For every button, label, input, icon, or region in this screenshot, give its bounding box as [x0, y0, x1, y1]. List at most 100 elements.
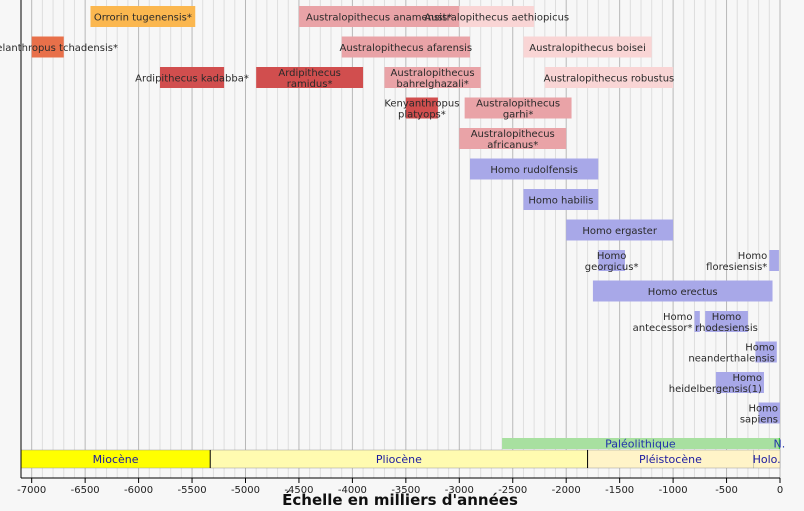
x-tick-label: -6500 — [71, 485, 100, 496]
species-bar-group: Homo habilis — [523, 189, 599, 210]
epoch-label: Pliocène — [376, 453, 422, 466]
species-label-line: Homo — [749, 404, 779, 415]
species-label: Australopithecus africanus* — [471, 129, 555, 151]
species-label-line: bahrelghazali* — [396, 79, 468, 90]
species-bar-group: Homo rudolfensis — [469, 158, 599, 180]
species-label: Homo antecessor* — [633, 312, 693, 334]
x-tick-label: -2500 — [498, 485, 527, 496]
species-bar — [523, 36, 652, 58]
species-bar-group: Orrorin tugenensis* — [90, 6, 196, 27]
species-label: Australopithecus robustus — [544, 74, 675, 85]
x-axis-layer: -7000 -6500 -6000 -5500 -5000 -4500 -4000 -3500… — [17, 0, 783, 496]
species-label: Ardipithecus kadabba* — [135, 74, 249, 85]
species-label-line: neanderthalensis — [688, 354, 774, 365]
x-tick-label: -2000 — [552, 485, 581, 496]
species-bar-group: Homo heidelbergensis(1) — [669, 372, 764, 395]
species-label-line: Australopithecus — [476, 99, 560, 110]
species-label: Homo erectus — [648, 287, 718, 298]
species-label-line: antecessor* — [633, 323, 693, 334]
species-label: Kenyanthropus platyops* — [384, 99, 459, 121]
species-label-line: Homo — [712, 312, 742, 323]
archaeology-label: N. — [773, 438, 785, 451]
species-label: Homo rudolfensis — [490, 165, 578, 176]
species-label-line: Homo — [745, 343, 775, 354]
epoch-label: Holo. — [753, 453, 781, 466]
species-label-line: Homo — [663, 312, 693, 323]
x-axis-title: Échelle en milliers d'années — [282, 490, 518, 509]
species-bar-group: Australopithecus aethiopicus — [424, 6, 569, 27]
species-label-line: Sahelanthropus tchadensis* — [0, 43, 118, 54]
species-bar — [298, 6, 460, 27]
species-label: Australopithecus afarensis — [340, 43, 473, 54]
species-bar-group: Australopithecus garhi* — [464, 97, 572, 121]
species-label-line: Australopithecus — [471, 129, 555, 140]
species-bar-group: Homo neanderthalensis — [688, 341, 777, 365]
x-tick-label: -500 — [715, 485, 738, 496]
species-label-line: garhi* — [503, 110, 534, 121]
species-label-line: heidelbergensis(1) — [669, 384, 762, 395]
species-bar-group: Australopithecus robustus — [544, 67, 675, 88]
species-bar — [31, 36, 64, 58]
species-label: Homo heidelbergensis(1) — [669, 373, 762, 395]
species-bar-group: Australopithecus africanus* — [459, 128, 567, 151]
species-bar — [459, 6, 535, 27]
species-label-line: Ardipithecus — [278, 68, 341, 79]
species-bar-group: Homo sapiens — [740, 402, 780, 426]
species-label-line: floresiensis* — [706, 262, 767, 273]
species-label-line: Orrorin tugenensis* — [94, 13, 192, 24]
species-bar — [523, 189, 599, 210]
species-label: Homo neanderthalensis — [688, 343, 774, 365]
species-bar — [705, 311, 748, 332]
species-bar-group: Homo antecessor* — [633, 311, 700, 334]
species-label: Homo floresiensis* — [706, 251, 767, 273]
species-label: Ardipithecus ramidus* — [278, 68, 341, 90]
x-tick-label: 0 — [777, 485, 783, 496]
species-bar-group: Homo erectus — [592, 280, 773, 302]
species-bar-group: Homo rhodesiensis — [695, 311, 758, 334]
species-label-line: Homo ergaster — [582, 226, 658, 237]
species-label: Australopithecus garhi* — [476, 99, 560, 121]
epoch-band — [753, 449, 781, 469]
species-label-line: Australopithecus anamensis* — [306, 13, 452, 24]
x-tick-label: -5000 — [231, 485, 260, 496]
species-bar — [405, 97, 438, 119]
species-label-line: Australopithecus robustus — [544, 74, 675, 85]
species-bar — [90, 6, 196, 27]
species-bar-group: Australopithecus bahrelghazali* — [384, 67, 481, 90]
species-label: Australopithecus aethiopicus — [424, 13, 569, 24]
species-bar-group: Ardipithecus kadabba* — [135, 67, 249, 88]
species-bar — [769, 250, 779, 271]
x-tick-label: -1500 — [605, 485, 634, 496]
species-label-line: rhodesiensis — [695, 323, 758, 334]
x-tick-label: -3500 — [391, 485, 420, 496]
epoch-label: Pléistocène — [639, 453, 702, 466]
archaeology-label: Paléolithique — [605, 438, 676, 451]
species-bar — [384, 67, 481, 88]
species-label: Homo habilis — [528, 196, 593, 207]
species-bar-group: Homo ergaster — [566, 219, 674, 241]
species-label-line: Homo habilis — [528, 196, 593, 207]
species-label-line: Homo — [597, 251, 627, 262]
species-label: Homo georgicus* — [585, 251, 639, 273]
species-bar-group: Ardipithecus ramidus* — [256, 67, 364, 90]
species-label-line: Australopithecus aethiopicus — [424, 13, 569, 24]
species-bar — [715, 372, 764, 393]
species-bar-group: Australopithecus afarensis — [340, 36, 473, 58]
species-label: Homo sapiens — [740, 404, 778, 426]
species-label-line: sapiens — [740, 415, 778, 426]
species-label: Homo rhodesiensis — [695, 312, 758, 334]
species-bar — [341, 36, 470, 58]
species-bar-group: Homo floresiensis* — [706, 250, 779, 273]
species-bar — [469, 158, 599, 180]
species-bars-layer: Orrorin tugenensis* Australopithecus anam… — [0, 6, 780, 426]
species-label-line: georgicus* — [585, 262, 639, 273]
species-bar — [159, 67, 225, 88]
species-label-line: Ardipithecus kadabba* — [135, 74, 249, 85]
species-bar-group: Kenyanthropus platyops* — [384, 97, 459, 121]
species-bar — [566, 219, 674, 241]
species-bar — [592, 280, 773, 302]
species-label: Homo ergaster — [582, 226, 658, 237]
species-label-line: Homo rudolfensis — [490, 165, 578, 176]
x-tick-label: -1000 — [659, 485, 688, 496]
